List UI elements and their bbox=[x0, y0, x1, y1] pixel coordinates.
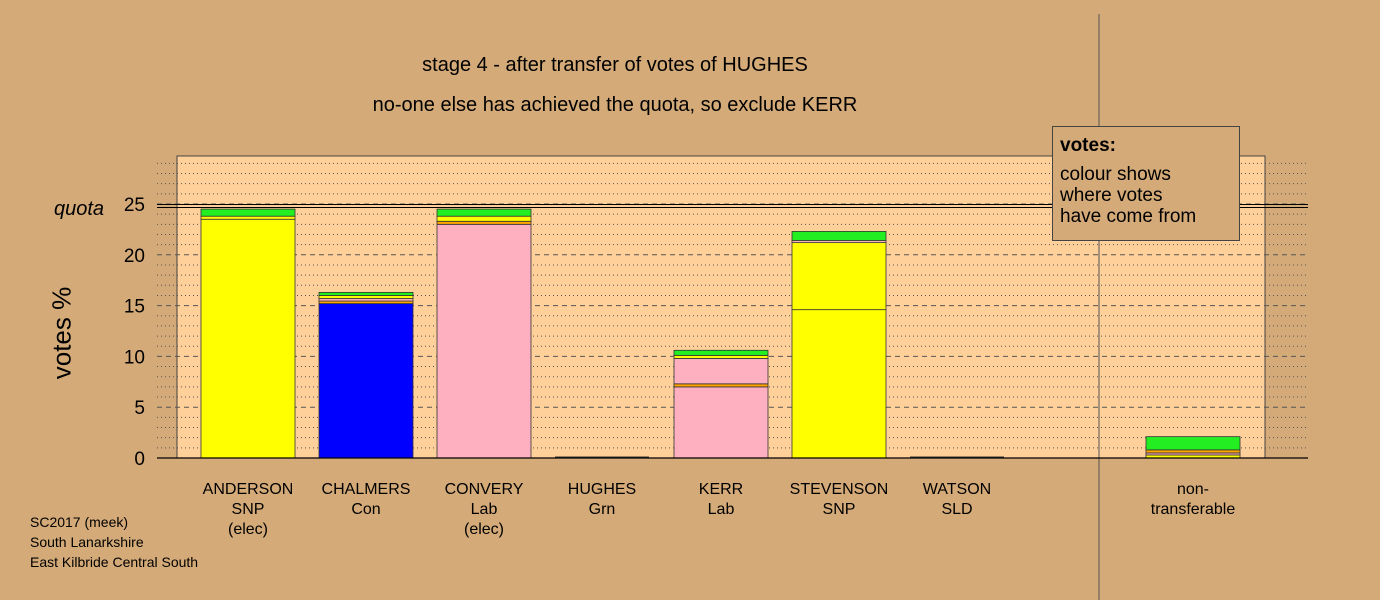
source-info: SC2017 (meek) South Lanarkshire East Kil… bbox=[30, 512, 198, 572]
y-tick-label: 5 bbox=[134, 398, 145, 419]
source-election: SC2017 (meek) bbox=[30, 514, 129, 530]
chart-subtitle: no-one else has achieved the quota, so e… bbox=[372, 94, 858, 116]
bar-segment bbox=[318, 291, 414, 296]
x-tick-label: WATSON SLD bbox=[922, 481, 992, 518]
y-tick-label: 25 bbox=[124, 195, 145, 216]
bar-segment bbox=[436, 220, 532, 225]
bar-segment bbox=[318, 295, 414, 299]
bar-segment bbox=[791, 242, 887, 311]
legend-line: where votes bbox=[1060, 185, 1163, 206]
bar-segment bbox=[200, 215, 296, 220]
y-tick-label: 20 bbox=[124, 246, 145, 267]
chart-title: stage 4 - after transfer of votes of HUG… bbox=[422, 54, 808, 76]
x-tick-label: non- transferable bbox=[1150, 481, 1236, 518]
legend-line: have come from bbox=[1060, 206, 1197, 227]
bar-segment bbox=[436, 215, 532, 222]
bar-segment bbox=[436, 223, 532, 459]
source-ward: East Kilbride Central South bbox=[30, 554, 199, 570]
x-tick-label: ANDERSON SNP (elec) bbox=[202, 481, 294, 538]
x-tick-label: CHALMERS Con bbox=[321, 481, 411, 518]
bar-segment bbox=[673, 386, 769, 459]
quota-label: quota bbox=[54, 198, 105, 220]
y-tick-label: 15 bbox=[124, 297, 145, 318]
x-tick-label: STEVENSON SNP bbox=[789, 481, 889, 518]
bar-series bbox=[200, 208, 1241, 459]
bar-segment bbox=[673, 358, 769, 385]
x-tick-label: CONVERY Lab (elec) bbox=[444, 481, 524, 538]
x-tick-label: KERR Lab bbox=[698, 481, 744, 518]
bar-segment bbox=[791, 231, 887, 241]
y-axis-label: votes % bbox=[46, 286, 77, 380]
bar-segment bbox=[318, 303, 414, 459]
y-tick-label: 0 bbox=[134, 449, 145, 470]
legend-title: votes: bbox=[1060, 135, 1116, 156]
legend-box: votes: colour shows where votes have com… bbox=[1052, 126, 1240, 241]
bar-segment bbox=[1145, 449, 1241, 454]
bar-segment bbox=[791, 309, 887, 459]
bar-segment bbox=[673, 383, 769, 388]
x-tick-label: HUGHES Grn bbox=[567, 481, 637, 518]
bar-segment bbox=[200, 208, 296, 217]
y-tick-label: 10 bbox=[124, 347, 145, 368]
bar-segment bbox=[200, 218, 296, 459]
source-council: South Lanarkshire bbox=[30, 534, 144, 550]
legend-line: colour shows bbox=[1060, 164, 1171, 185]
bar-segment bbox=[673, 349, 769, 356]
bar-segment bbox=[436, 208, 532, 217]
bar-segment bbox=[673, 354, 769, 359]
bar-segment bbox=[1145, 436, 1241, 451]
